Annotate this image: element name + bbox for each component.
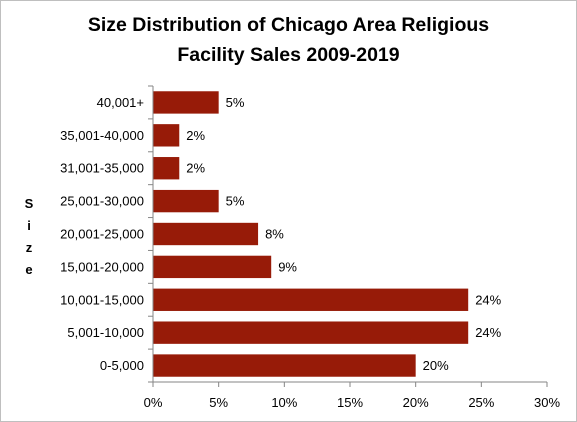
category-labels: 0-5,000 5,001-10,000 10,001-15,000 15,001-2… (60, 95, 144, 373)
category-label: 20,001-25,000 (60, 227, 144, 242)
y-axis-title-letter: z (26, 240, 33, 255)
x-tick-label: 0% (144, 395, 163, 410)
bar (153, 124, 180, 147)
bar (153, 354, 416, 377)
chart-title-line-1: Size Distribution of Chicago Area Religi… (87, 14, 490, 36)
data-label: 24% (475, 325, 501, 340)
data-labels: 20% 24% 24% 9% 8% 5% 2% 2% 5% (186, 95, 501, 373)
category-label: 25,001-30,000 (60, 194, 144, 209)
x-tick-label: 5% (209, 395, 228, 410)
category-label: 31,001-35,000 (60, 161, 144, 176)
y-axis-title-letter: S (25, 196, 34, 211)
chart-title-line-2: Facility Sales 2009-2019 (177, 44, 400, 66)
y-axis (148, 85, 154, 383)
data-label: 20% (423, 358, 449, 373)
y-axis-title: Size (25, 196, 34, 277)
bar (153, 189, 219, 213)
data-label: 8% (265, 227, 284, 242)
x-tick-label: 25% (468, 395, 494, 410)
category-label: 15,001-20,000 (60, 259, 144, 274)
x-axis: 0% 5% 10% 15% 20% 25% 30% (144, 381, 560, 410)
data-label: 5% (226, 95, 245, 110)
bar (153, 91, 219, 114)
y-axis-title-letter: e (25, 262, 32, 277)
bars-group (153, 91, 469, 377)
data-label: 5% (226, 194, 245, 209)
data-label: 9% (278, 259, 297, 274)
y-axis-title-letter: i (27, 218, 31, 233)
bar (153, 157, 180, 180)
data-label: 2% (186, 128, 205, 143)
data-label: 24% (475, 292, 501, 307)
bar (153, 288, 469, 311)
category-label: 5,001-10,000 (67, 325, 144, 340)
category-label: 0-5,000 (100, 358, 144, 373)
x-tick-label: 30% (534, 395, 560, 410)
bar (153, 321, 469, 344)
x-tick-label: 20% (403, 395, 429, 410)
x-tick-label: 10% (271, 395, 297, 410)
data-label: 2% (186, 161, 205, 176)
bar (153, 255, 272, 279)
category-label: 40,001+ (97, 95, 144, 110)
category-label: 10,001-15,000 (60, 292, 144, 307)
bar (153, 222, 259, 246)
category-label: 35,001-40,000 (60, 128, 144, 143)
x-tick-label: 15% (337, 395, 363, 410)
